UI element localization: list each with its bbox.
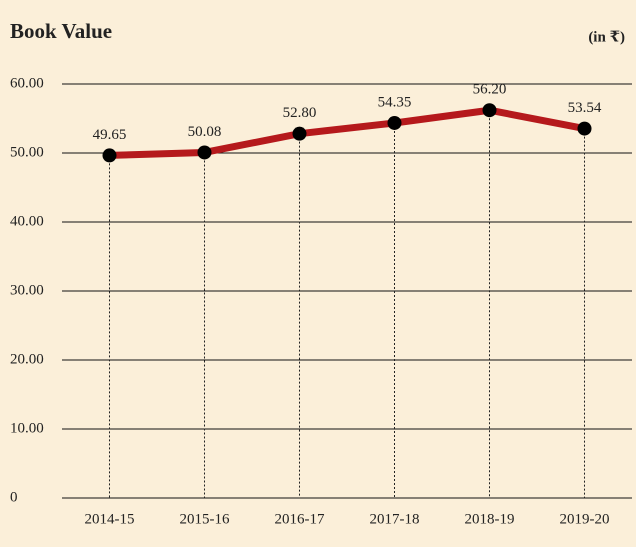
data-label: 49.65 <box>93 127 127 143</box>
y-tick-label: 40.00 <box>10 213 44 229</box>
data-label: 53.54 <box>568 100 602 116</box>
data-point <box>102 148 117 163</box>
x-tick-label: 2015-16 <box>180 511 230 527</box>
y-tick-label: 50.00 <box>10 144 44 160</box>
y-tick-label: 0 <box>10 489 18 505</box>
data-point <box>387 115 402 130</box>
x-tick-label: 2018-19 <box>465 511 515 527</box>
chart-title: Book Value <box>10 19 112 43</box>
y-tick-label: 20.00 <box>10 351 44 367</box>
data-point <box>482 103 497 118</box>
x-tick-label: 2019-20 <box>560 511 610 527</box>
y-tick-label: 10.00 <box>10 420 44 436</box>
data-point <box>292 126 307 141</box>
data-label: 54.35 <box>378 94 412 110</box>
data-label: 50.08 <box>188 124 222 140</box>
y-tick-label: 60.00 <box>10 75 44 91</box>
data-label: 52.80 <box>283 105 317 121</box>
unit-label: (in ₹) <box>588 29 625 45</box>
data-point <box>197 145 212 160</box>
x-tick-label: 2017-18 <box>370 511 420 527</box>
y-tick-label: 30.00 <box>10 282 44 298</box>
data-line <box>109 106 586 159</box>
data-point <box>577 121 592 136</box>
x-tick-label: 2014-15 <box>85 511 135 527</box>
data-label: 56.20 <box>473 82 507 98</box>
x-tick-label: 2016-17 <box>275 511 325 527</box>
